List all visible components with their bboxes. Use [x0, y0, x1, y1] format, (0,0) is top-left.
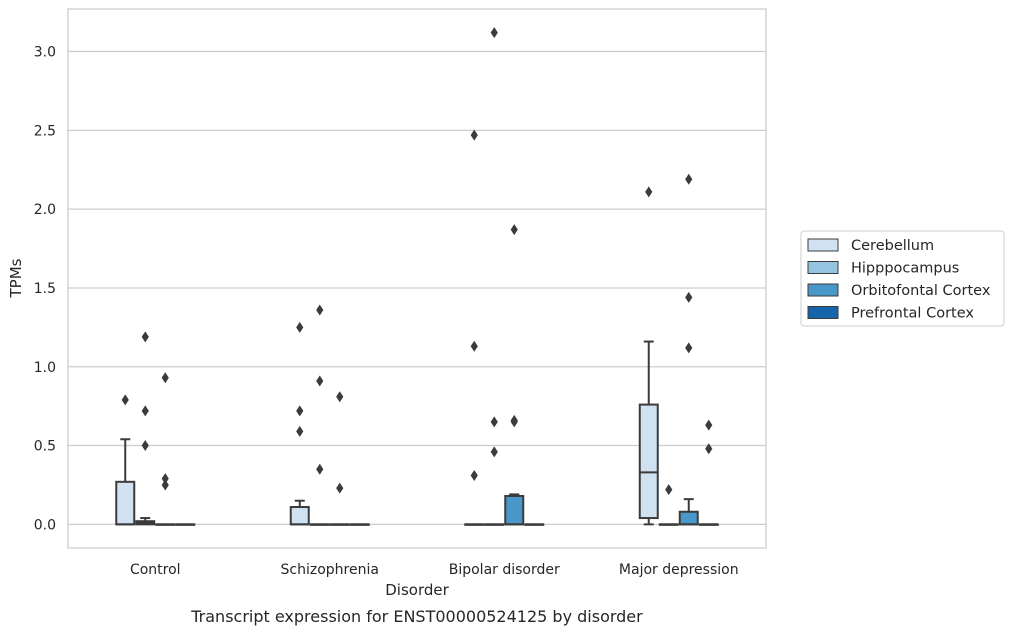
y-tick-label: 2.5: [34, 123, 56, 139]
outlier-point: [336, 391, 344, 403]
outlier-point: [685, 173, 693, 185]
outlier-point: [705, 443, 713, 455]
outlier-point: [685, 291, 693, 303]
x-tick-label: Bipolar disorder: [449, 562, 560, 578]
y-axis-ticks: 0.0 0.5 1.0 1.5 2.0 2.5 3.0: [34, 45, 56, 534]
box-iqr: [289, 506, 310, 526]
box-orbitofontal-cortex: [678, 173, 699, 526]
outlier-point: [316, 463, 324, 475]
box-prefrontal-cortex: [698, 419, 719, 526]
legend-swatch: [807, 306, 839, 319]
category-group: [115, 331, 196, 526]
box-orbitofontal-cortex: [155, 372, 176, 526]
outlier-point: [336, 482, 344, 494]
category-group: [638, 173, 719, 526]
legend-label: Orbitofontal Cortex: [851, 283, 991, 299]
outlier-point: [121, 394, 129, 406]
box-iqr: [115, 480, 136, 526]
box-hipppocampus: [484, 27, 505, 526]
plot-frame: [67, 8, 767, 549]
box-prefrontal-cortex: [524, 523, 545, 526]
outlier-point: [645, 186, 653, 198]
legend-frame: [800, 230, 1005, 327]
box-iqr: [504, 494, 525, 526]
outlier-point: [490, 27, 498, 39]
y-tick-label: 0.5: [34, 439, 56, 455]
box-cerebellum: [638, 186, 659, 526]
x-axis-ticks: Control Schizophrenia Bipolar disorder Majo…: [130, 562, 739, 578]
box-cerebellum: [115, 394, 136, 526]
outlier-point: [141, 331, 149, 343]
box-hipppocampus: [135, 331, 156, 526]
legend: Cerebellum Hipppocampus Orbitofontal Corte…: [800, 230, 1005, 327]
outlier-point: [470, 340, 478, 352]
outlier-point: [296, 321, 304, 333]
box-cerebellum: [289, 321, 310, 526]
outlier-point: [665, 484, 673, 496]
box-hipppocampus: [658, 484, 679, 526]
legend-swatch: [807, 283, 839, 297]
x-tick-label: Schizophrenia: [281, 562, 379, 578]
outlier-point: [141, 405, 149, 417]
box-prefrontal-cortex: [349, 523, 370, 526]
y-tick-label: 0.0: [34, 517, 56, 533]
outlier-point: [490, 416, 498, 428]
outlier-point: [685, 342, 693, 354]
outlier-point: [705, 419, 713, 431]
x-axis-title: Disorder: [385, 581, 449, 599]
outlier-point: [161, 372, 169, 384]
outlier-point: [141, 440, 149, 452]
outlier-point: [296, 425, 304, 437]
box-prefrontal-cortex: [175, 523, 196, 526]
box-orbitofontal-cortex: [329, 391, 350, 526]
category-group: [464, 27, 545, 526]
y-axis-title: TPMs: [7, 258, 25, 298]
outlier-point: [470, 129, 478, 141]
outlier-point: [161, 479, 169, 491]
outlier-point: [316, 375, 324, 387]
outlier-point: [161, 473, 169, 485]
outlier-point: [296, 405, 304, 417]
legend-label: Prefrontal Cortex: [851, 306, 974, 322]
box-orbitofontal-cortex: [504, 224, 525, 526]
y-tick-label: 1.0: [34, 360, 56, 376]
outlier-point: [510, 224, 518, 236]
category-group: [289, 304, 370, 526]
box-groups: [115, 27, 719, 526]
outlier-point: [510, 414, 518, 426]
outlier-point: [470, 470, 478, 482]
outlier-point: [490, 446, 498, 458]
x-tick-label: Major depression: [619, 562, 739, 578]
y-tick-label: 3.0: [34, 45, 56, 61]
legend-label: Hipppocampus: [851, 261, 959, 277]
x-tick-label: Control: [130, 562, 181, 578]
box-hipppocampus: [309, 304, 330, 526]
legend-label: Cerebellum: [851, 238, 934, 254]
legend-swatch: [807, 261, 839, 274]
box-iqr: [638, 403, 659, 520]
chart-caption: Transcript expression for ENST0000052412…: [190, 607, 643, 626]
y-tick-label: 2.0: [34, 202, 56, 218]
box-cerebellum: [464, 129, 485, 526]
box-iqr: [678, 510, 699, 526]
gridlines: [68, 50, 766, 525]
legend-swatch: [807, 238, 839, 252]
outlier-point: [316, 304, 324, 316]
y-tick-label: 1.5: [34, 281, 56, 297]
